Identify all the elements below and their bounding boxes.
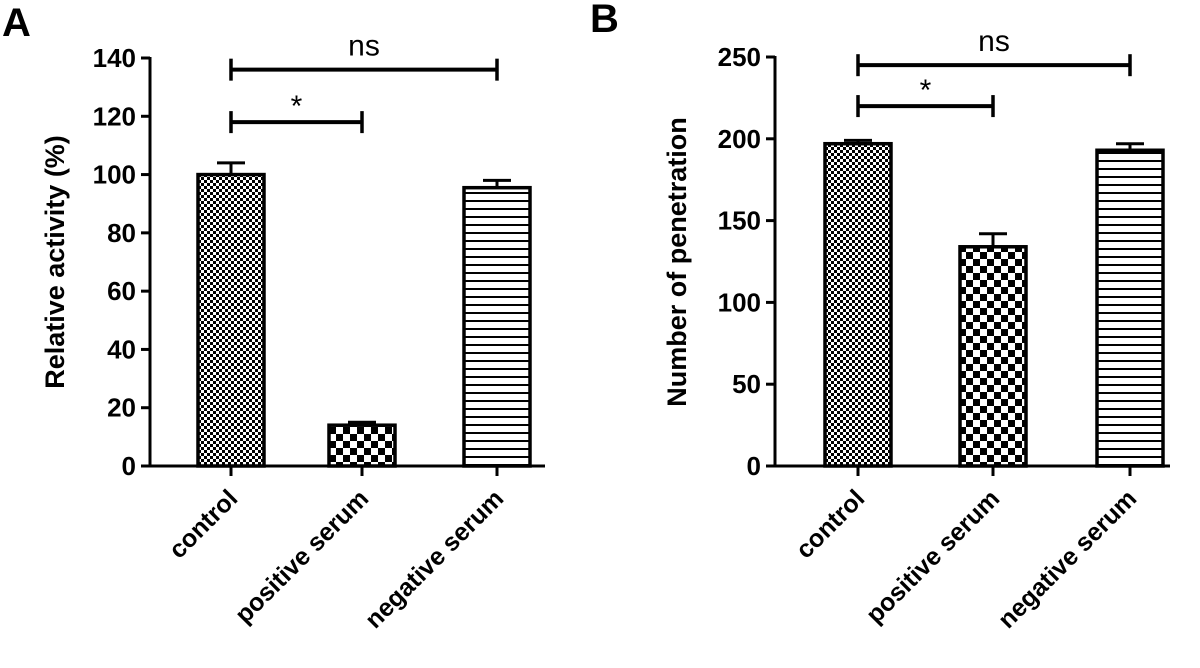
y-tick-label: 0	[747, 451, 761, 481]
y-tick-label: 50	[732, 369, 761, 399]
significance-label: ns	[348, 30, 380, 63]
significance-label: *	[291, 90, 303, 123]
y-tick-label: 40	[107, 334, 136, 364]
chart-panel-a: A 0 20 40 60 80 100 120 140 Relative activity (%)…	[2, 1, 545, 634]
significance-label: *	[920, 74, 932, 107]
y-tick-label: 200	[718, 124, 761, 154]
y-tick-label: 100	[718, 287, 761, 317]
bar-control	[196, 172, 266, 468]
y-tick-label: 100	[93, 160, 136, 190]
x-tick-label: control	[791, 484, 871, 564]
chart-panel-b: B 0 50 100 150 200 250 Number of penetration con…	[590, 0, 1170, 634]
bar-positive-serum	[327, 423, 397, 468]
panel-label: B	[590, 0, 619, 41]
x-tick-label: negative serum	[993, 484, 1142, 633]
y-tick-label: 60	[107, 276, 136, 306]
y-tick-label: 0	[122, 451, 136, 481]
significance-label: ns	[978, 25, 1010, 58]
x-tick-label: control	[164, 484, 244, 564]
x-tick-label: positive serum	[230, 484, 375, 629]
y-tick-label: 120	[93, 101, 136, 131]
y-axis-label: Relative activity (%)	[40, 135, 70, 389]
y-tick-label: 80	[107, 218, 136, 248]
y-tick-label: 20	[107, 393, 136, 423]
x-tick-label: positive serum	[861, 484, 1006, 629]
bar-negative-serum	[462, 185, 532, 468]
x-tick-label: negative serum	[360, 484, 509, 633]
y-tick-label: 250	[718, 42, 761, 72]
y-tick-label: 150	[718, 206, 761, 236]
bar-negative-serum	[1095, 148, 1165, 468]
panel-label: A	[2, 1, 31, 45]
bar-control	[823, 141, 893, 468]
bar-positive-serum	[958, 245, 1028, 468]
y-axis-label: Number of penetration	[662, 117, 692, 407]
y-tick-label: 140	[93, 43, 136, 73]
